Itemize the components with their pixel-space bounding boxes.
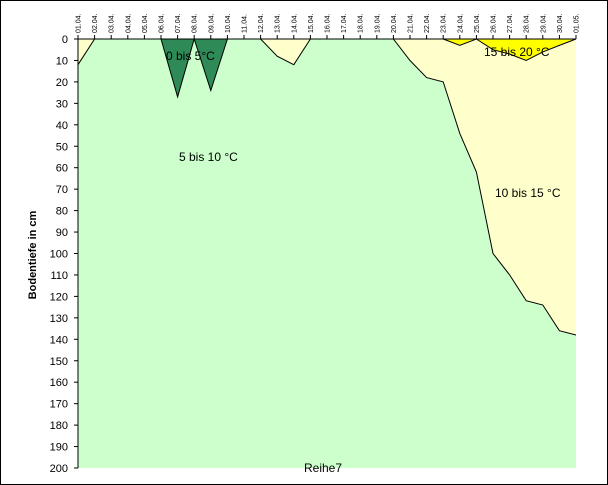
x-tick-label: 14.04.	[291, 13, 298, 33]
y-tick-label: 60	[56, 163, 68, 175]
x-tick-label: 24.04.	[457, 13, 464, 33]
y-tick-label: 100	[50, 249, 68, 261]
y-tick-label: 70	[56, 184, 68, 196]
y-tick-label: 190	[50, 442, 68, 454]
y-tick-label: 90	[56, 227, 68, 239]
x-tick-label: 23.04.	[441, 13, 448, 33]
x-tick-label: 29.04.	[540, 13, 547, 33]
y-tick-label: 10	[56, 55, 68, 67]
x-tick-label: 10.04.	[225, 13, 232, 33]
x-tick-label: 22.04.	[424, 13, 431, 33]
x-tick-label: 15.04.	[308, 13, 315, 33]
x-tick-label: 30.04.	[557, 13, 564, 33]
y-tick-label: 180	[50, 420, 68, 432]
x-tick-label: 02.04.	[92, 13, 99, 33]
y-tick-label: 170	[50, 399, 68, 411]
region-label-0-5: 0 bis 5°C	[166, 49, 215, 63]
region-label-15-20: 15 bis 20 °C	[484, 45, 550, 59]
x-tick-label: 28.04.	[524, 13, 531, 33]
x-tick-label: 05.04.	[142, 13, 149, 33]
region-10-15-area	[78, 39, 576, 335]
y-tick-label: 80	[56, 206, 68, 218]
y-tick-label: 140	[50, 334, 68, 346]
x-tick-label: 11.04.	[242, 14, 249, 33]
y-tick-label: 50	[56, 141, 68, 153]
x-tick-label: 06.04.	[159, 13, 166, 33]
y-tick-label: 0	[62, 34, 68, 46]
y-tick-label: 130	[50, 313, 68, 325]
series-label: Reihe7	[304, 461, 342, 475]
x-tick-label: 20.04.	[391, 13, 398, 33]
x-tick-label: 01.05.	[574, 13, 581, 33]
y-tick-label: 200	[50, 463, 68, 475]
y-tick-label: 110	[50, 270, 68, 282]
y-tick-label: 150	[50, 356, 68, 368]
x-tick-label: 07.04.	[175, 13, 182, 33]
y-tick-label: 30	[56, 98, 68, 110]
x-tick-label: 27.04.	[507, 13, 514, 33]
x-tick-label: 03.04.	[109, 13, 116, 33]
region-15-20-area-0	[443, 38, 577, 62]
y-tick-label: 160	[50, 377, 68, 389]
x-tick-label: 21.04.	[408, 13, 415, 33]
y-tick-label: 120	[50, 291, 68, 303]
x-tick-label: 18.04.	[358, 13, 365, 33]
y-tick-label: 40	[56, 120, 68, 132]
x-tick-label: 01.04.	[76, 13, 83, 33]
x-tick-label: 12.04.	[258, 13, 265, 33]
x-tick-label: 13.04.	[275, 13, 282, 33]
x-tick-label: 19.04.	[374, 13, 381, 33]
x-tick-label: 09.04.	[208, 13, 215, 33]
x-tick-label: 16.04.	[325, 13, 332, 33]
x-tick-label: 04.04.	[125, 13, 132, 33]
x-tick-label: 08.04.	[192, 13, 199, 33]
y-tick-label: 20	[56, 77, 68, 89]
y-axis-label: Bodentiefe in cm	[27, 210, 39, 299]
x-tick-label: 25.04.	[474, 13, 481, 33]
region-label-5-10: 5 bis 10 °C	[179, 150, 238, 164]
x-tick-label: 26.04.	[491, 13, 498, 33]
region-label-10-15: 10 bis 15 °C	[495, 186, 561, 200]
x-tick-label: 17.04.	[341, 13, 348, 33]
